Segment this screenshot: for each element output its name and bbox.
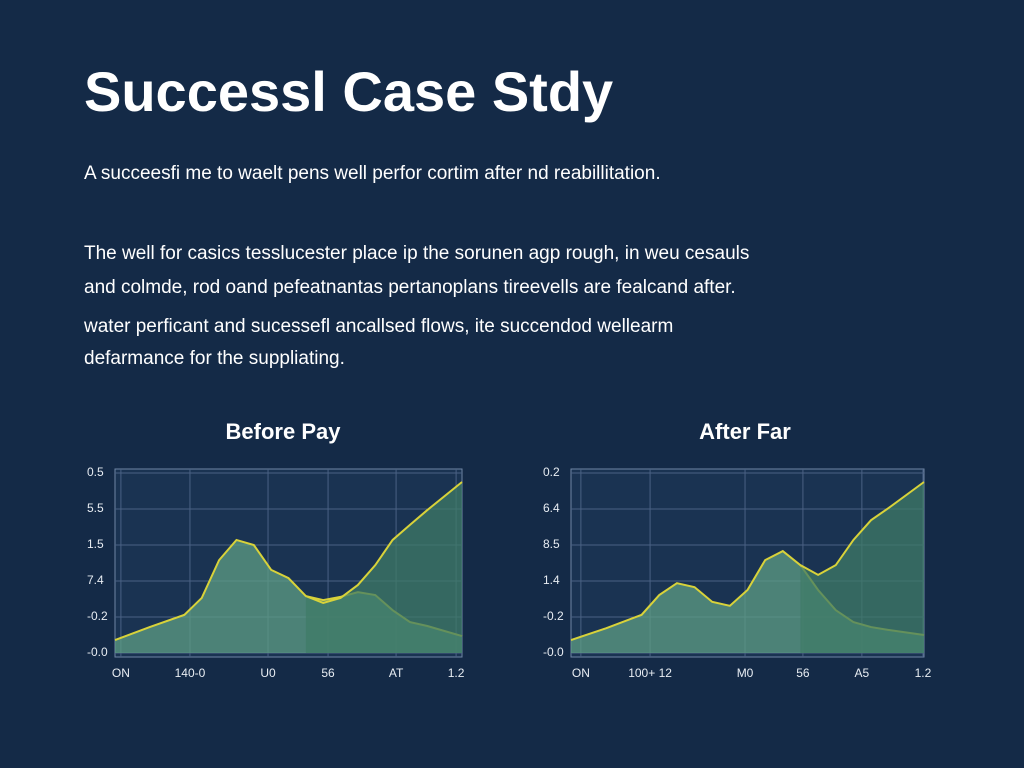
x-tick-label: M0 xyxy=(737,666,754,680)
area-fill xyxy=(800,482,924,653)
area-fill xyxy=(305,482,462,653)
x-tick-label: 56 xyxy=(796,666,810,680)
y-tick-label: -0.2 xyxy=(543,609,564,623)
y-tick-label: 0.2 xyxy=(543,465,560,479)
x-tick-label: ON xyxy=(572,666,590,680)
x-tick-label: ON xyxy=(112,666,130,680)
y-tick-label: 6.4 xyxy=(543,501,560,515)
paragraph-line: and colmde, rod oand pefeatnantas pertan… xyxy=(84,277,736,298)
y-tick-label: 0.5 xyxy=(87,465,104,479)
chart-title: After Far xyxy=(699,419,791,444)
subtitle: A succeesfi me to waelt pens well perfor… xyxy=(84,163,661,184)
paragraph-line: defarmance for the suppliating. xyxy=(84,348,345,369)
title: Successl Case Stdy xyxy=(84,60,613,123)
x-tick-label: 100+ 12 xyxy=(628,666,672,680)
x-tick-label: 140-0 xyxy=(175,666,206,680)
y-tick-label: 8.5 xyxy=(543,537,560,551)
paragraph-line: water perficant and sucessefl ancallsed … xyxy=(83,316,673,337)
x-tick-label: U0 xyxy=(260,666,276,680)
x-tick-label: 1.2 xyxy=(448,666,465,680)
y-tick-label: 1.5 xyxy=(87,537,104,551)
y-tick-label: -0.0 xyxy=(87,645,108,659)
y-tick-label: -0.0 xyxy=(543,645,564,659)
x-tick-label: 1.2 xyxy=(915,666,932,680)
y-tick-label: 1.4 xyxy=(543,573,560,587)
y-tick-label: 7.4 xyxy=(87,573,104,587)
line xyxy=(799,481,925,577)
x-tick-label: A5 xyxy=(855,666,870,680)
y-tick-label: 5.5 xyxy=(87,501,104,515)
chart-title: Before Pay xyxy=(226,419,342,444)
y-tick-label: -0.2 xyxy=(87,609,108,623)
line xyxy=(305,481,463,605)
x-tick-label: AT xyxy=(389,666,404,680)
x-tick-label: 56 xyxy=(321,666,335,680)
paragraph-line: The well for casics tesslucester place i… xyxy=(84,243,749,264)
